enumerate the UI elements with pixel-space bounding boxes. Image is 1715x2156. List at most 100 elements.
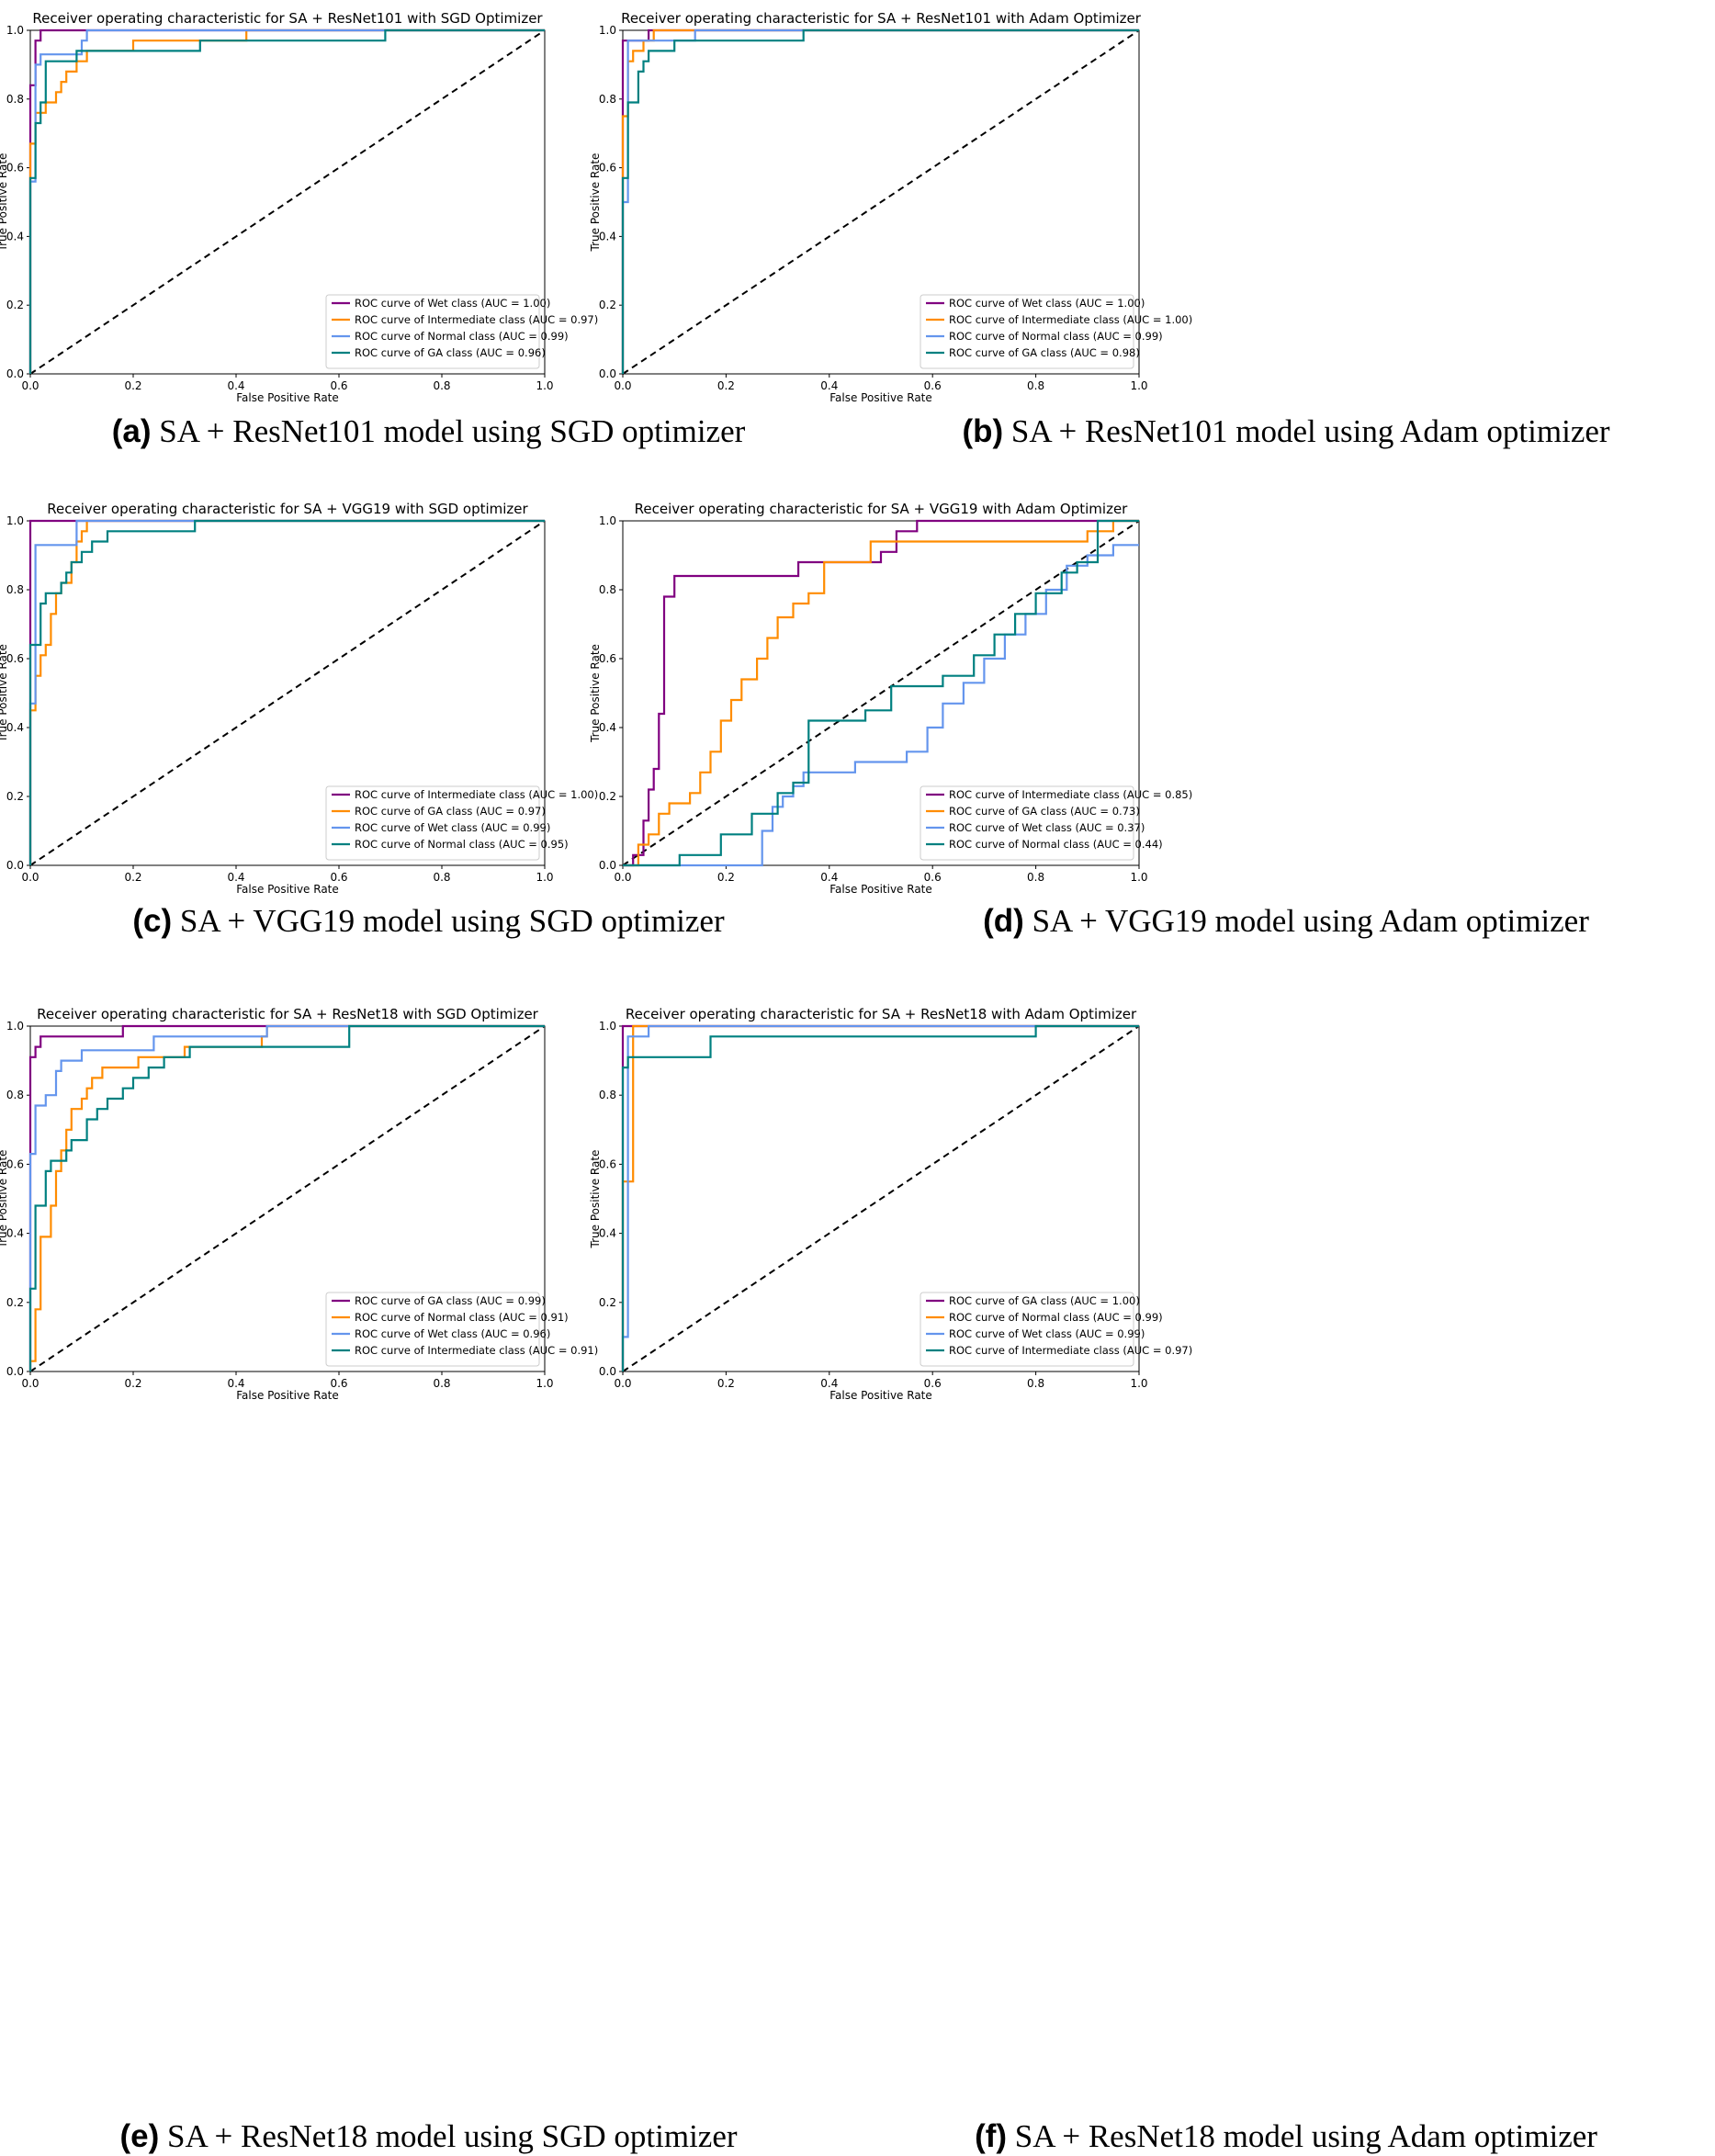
roc-curve-d-3 [623,519,1139,867]
caption-c-label: (c) [132,903,173,939]
x-tick-label-a: 0.4 [227,379,244,392]
y-tick-label-b: 1.0 [599,24,616,37]
x-tick-label-c: 1.0 [536,871,553,884]
y-tick-label-a: 0.2 [6,299,24,311]
y-tick-label-e: 1.0 [6,1020,24,1033]
roc-chart-a: Receiver operating characteristic for SA… [0,10,598,404]
chart-title-e: Receiver operating characteristic for SA… [37,1006,539,1022]
caption-e-label: (e) [119,2118,160,2154]
caption-e-text: SA + ResNet18 model using SGD optimizer [166,2118,738,2154]
roc-curve-a-2 [28,28,545,374]
x-tick-label-f: 1.0 [1130,1377,1147,1390]
x-tick-label-b: 0.6 [924,379,942,392]
chart-title-a: Receiver operating characteristic for SA… [32,10,543,27]
y-tick-label-e: 0.2 [6,1296,24,1309]
y-tick-label-c: 0.8 [6,583,24,596]
legend-entry-e-1: ROC curve of Normal class (AUC = 0.91) [355,1311,569,1324]
y-tick-label-a: 1.0 [6,24,24,37]
legend-entry-d-2: ROC curve of Wet class (AUC = 0.37) [949,821,1145,834]
x-tick-label-d: 0.2 [717,871,735,884]
x-axis-label-c: False Positive Rate [236,883,339,896]
legend-entry-a-3: ROC curve of GA class (AUC = 0.96) [355,346,546,359]
x-tick-label-f: 0.8 [1027,1377,1044,1390]
legend-entry-f-3: ROC curve of Intermediate class (AUC = 0… [949,1344,1192,1357]
y-axis-label-a: True Positive Rate [0,153,9,253]
roc-curve-a-1 [28,28,545,374]
legend-entry-b-3: ROC curve of GA class (AUC = 0.98) [949,346,1140,359]
chart-title-c: Receiver operating characteristic for SA… [47,501,528,517]
y-tick-label-b: 0.8 [599,93,616,106]
x-tick-label-e: 0.6 [330,1377,347,1390]
x-tick-label-b: 0.4 [820,379,838,392]
y-tick-label-d: 0.4 [599,721,616,734]
caption-c: (c) SA + VGG19 model using SGD optimizer [0,903,857,940]
caption-a-label: (a) [111,413,152,449]
x-tick-label-f: 0.0 [614,1377,631,1390]
caption-d: (d) SA + VGG19 model using Adam optimize… [857,903,1715,940]
caption-f-text: SA + ResNet18 model using Adam optimizer [1014,2118,1597,2154]
roc-curve-e-3 [28,1024,545,1371]
roc-curve-d-0 [623,519,1139,867]
x-tick-label-d: 0.0 [614,871,631,884]
y-tick-label-d: 0.0 [599,859,616,872]
x-tick-label-e: 0.8 [433,1377,450,1390]
y-tick-label-d: 0.8 [599,583,616,596]
caption-f-label: (f) [975,2118,1008,2154]
y-tick-label-c: 1.0 [6,514,24,527]
chance-line-e [29,1025,546,1372]
legend-entry-e-2: ROC curve of Wet class (AUC = 0.96) [355,1327,550,1340]
y-tick-label-f: 1.0 [599,1020,616,1033]
y-tick-label-e: 0.4 [6,1227,24,1240]
y-axis-label-e: True Positive Rate [0,1150,9,1249]
legend-entry-c-1: ROC curve of GA class (AUC = 0.97) [355,805,546,818]
y-tick-label-b: 0.2 [599,299,616,311]
legend-entry-b-1: ROC curve of Intermediate class (AUC = 1… [949,313,1192,326]
x-axis-label-f: False Positive Rate [829,1389,932,1402]
x-axis-label-b: False Positive Rate [829,391,932,404]
y-tick-label-e: 0.6 [6,1157,24,1170]
y-tick-label-a: 0.6 [6,162,24,175]
legend-entry-c-2: ROC curve of Wet class (AUC = 0.99) [355,821,550,834]
roc-chart-c: Receiver operating characteristic for SA… [0,501,598,896]
caption-a: (a) SA + ResNet101 model using SGD optim… [0,413,857,450]
caption-b: (b) SA + ResNet101 model using Adam opti… [857,413,1715,450]
legend-entry-c-3: ROC curve of Normal class (AUC = 0.95) [355,838,569,851]
roc-curve-a-3 [28,28,545,374]
y-tick-label-e: 0.8 [6,1089,24,1101]
legend-entry-b-0: ROC curve of Wet class (AUC = 1.00) [949,297,1145,310]
y-axis-label-c: True Positive Rate [0,644,9,743]
y-tick-label-a: 0.0 [6,367,24,380]
x-tick-label-f: 0.4 [820,1377,838,1390]
legend-entry-b-2: ROC curve of Normal class (AUC = 0.99) [949,330,1163,343]
x-tick-label-a: 0.6 [330,379,347,392]
legend-box-b [920,294,1134,369]
caption-b-text: SA + ResNet101 model using Adam optimize… [1010,413,1610,449]
y-tick-label-d: 1.0 [599,514,616,527]
x-tick-label-d: 0.4 [820,871,838,884]
y-tick-label-b: 0.6 [599,162,616,175]
x-tick-label-f: 0.6 [924,1377,942,1390]
legend-entry-f-2: ROC curve of Wet class (AUC = 0.99) [949,1327,1145,1340]
caption-e: (e) SA + ResNet18 model using SGD optimi… [0,2118,857,2155]
x-tick-label-a: 0.0 [21,379,39,392]
caption-b-label: (b) [962,413,1004,449]
x-tick-label-e: 0.2 [124,1377,141,1390]
y-tick-label-c: 0.0 [6,859,24,872]
x-tick-label-c: 0.2 [124,871,141,884]
x-tick-label-d: 0.6 [924,871,942,884]
legend-entry-d-0: ROC curve of Intermediate class (AUC = 0… [949,788,1192,801]
roc-chart-d: Receiver operating characteristic for SA… [589,501,1192,896]
legend-entry-d-3: ROC curve of Normal class (AUC = 0.44) [949,838,1163,851]
roc-curve-c-3 [28,519,545,865]
roc-chart-b: Receiver operating characteristic for SA… [589,10,1192,404]
x-tick-label-d: 1.0 [1130,871,1147,884]
x-tick-label-b: 1.0 [1130,379,1147,392]
y-tick-label-c: 0.6 [6,652,24,665]
y-tick-label-f: 0.8 [599,1089,616,1101]
y-tick-label-d: 0.2 [599,790,616,803]
legend-box-f [920,1292,1134,1367]
roc-curve-d-2 [623,544,1139,867]
x-tick-label-c: 0.4 [227,871,244,884]
y-tick-label-d: 0.6 [599,652,616,665]
legend-entry-e-3: ROC curve of Intermediate class (AUC = 0… [355,1344,598,1357]
